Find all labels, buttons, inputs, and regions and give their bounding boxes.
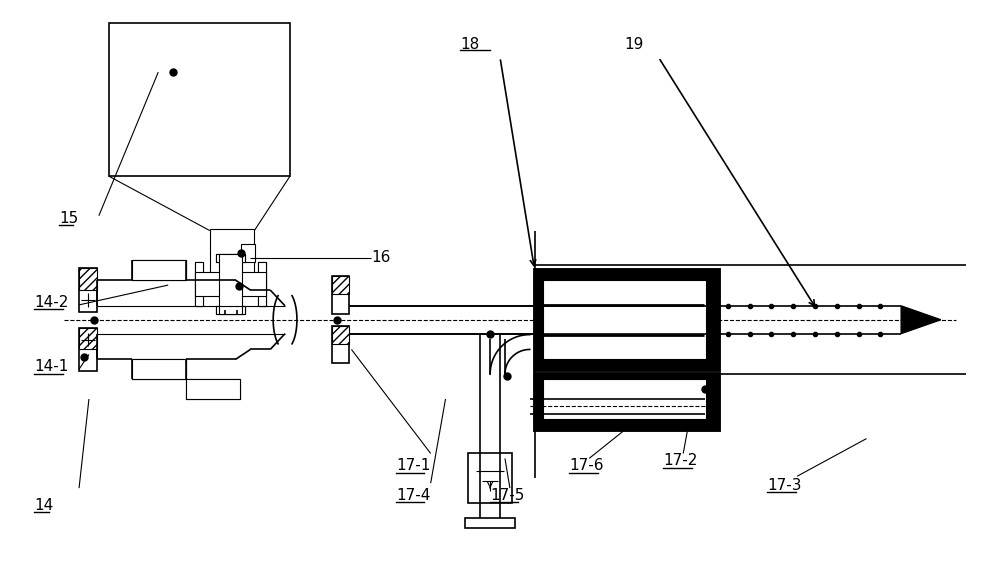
- Bar: [132, 359, 186, 379]
- Text: 17-6: 17-6: [569, 459, 604, 473]
- Bar: [332, 276, 349, 294]
- Bar: [535, 374, 718, 429]
- Text: 14: 14: [34, 498, 54, 513]
- Bar: [79, 269, 97, 290]
- Bar: [210, 229, 254, 283]
- Bar: [543, 379, 706, 419]
- Text: 19: 19: [624, 37, 643, 53]
- Bar: [132, 260, 186, 280]
- Text: 16: 16: [371, 250, 391, 266]
- Polygon shape: [901, 306, 941, 333]
- Bar: [109, 23, 290, 176]
- Text: 17-2: 17-2: [663, 453, 698, 469]
- Bar: [132, 359, 186, 379]
- Text: 14-1: 14-1: [34, 359, 69, 374]
- Text: 17-1: 17-1: [396, 459, 430, 473]
- Bar: [465, 518, 515, 528]
- Bar: [216, 306, 245, 314]
- Bar: [186, 379, 240, 399]
- Bar: [543, 280, 706, 359]
- Bar: [332, 326, 349, 363]
- Bar: [332, 276, 349, 314]
- Text: 18: 18: [460, 37, 480, 53]
- Bar: [79, 328, 97, 349]
- Bar: [186, 379, 240, 399]
- Bar: [195, 262, 203, 306]
- Bar: [216, 306, 245, 314]
- Bar: [332, 326, 349, 343]
- Bar: [79, 269, 97, 312]
- Bar: [195, 262, 203, 306]
- Text: 14-2: 14-2: [34, 295, 69, 310]
- Bar: [468, 453, 512, 503]
- Bar: [241, 245, 255, 262]
- Bar: [258, 262, 266, 306]
- Bar: [79, 328, 97, 371]
- Bar: [216, 254, 245, 262]
- Text: 17-3: 17-3: [767, 478, 802, 493]
- Bar: [258, 262, 266, 306]
- Bar: [216, 254, 245, 262]
- Text: 17-5: 17-5: [490, 488, 524, 503]
- Bar: [219, 254, 242, 314]
- Bar: [132, 260, 186, 280]
- Text: 17-4: 17-4: [396, 488, 430, 503]
- Text: 15: 15: [59, 211, 78, 226]
- Bar: [195, 272, 266, 296]
- Bar: [535, 270, 718, 369]
